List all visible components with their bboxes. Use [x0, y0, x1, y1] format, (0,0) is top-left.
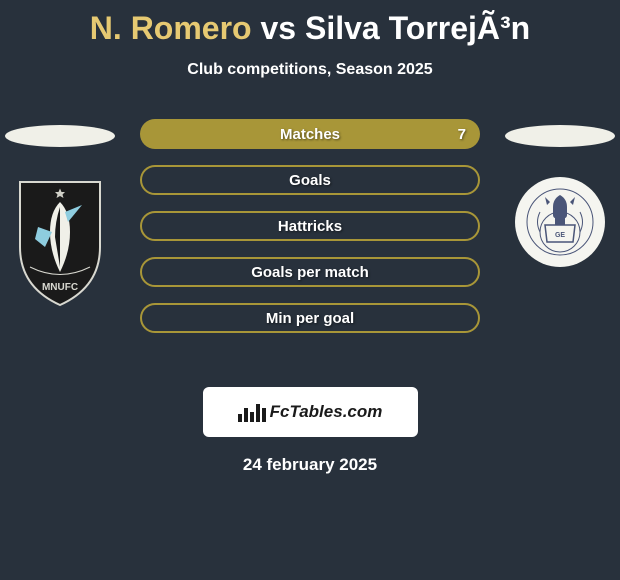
vs-text: vs: [260, 10, 296, 46]
stat-label-gpm: Goals per match: [251, 264, 369, 281]
date-text: 24 february 2025: [0, 455, 620, 475]
stat-bar-hattricks: Hattricks: [140, 211, 480, 241]
stat-label-matches: Matches: [280, 126, 340, 143]
left-oval-decoration: [5, 125, 115, 147]
bar-chart-icon: [238, 402, 266, 422]
player1-name: N. Romero: [90, 10, 252, 46]
svg-text:MNUFC: MNUFC: [42, 282, 78, 293]
right-oval-decoration: [505, 125, 615, 147]
stat-bar-goals: Goals: [140, 165, 480, 195]
fc-part: Fc: [270, 402, 290, 421]
left-club-area: MNUFC: [0, 119, 120, 307]
stat-label-goals: Goals: [289, 172, 331, 189]
fctables-badge[interactable]: FcTables.com: [203, 387, 418, 437]
stat-bar-gpm: Goals per match: [140, 257, 480, 287]
comparison-title: N. Romero vs Silva TorrejÃ³n: [0, 0, 620, 47]
fctables-brand-text: FcTables.com: [270, 402, 383, 422]
right-club-area: GE: [500, 119, 620, 267]
subtitle: Club competitions, Season 2025: [0, 61, 620, 79]
player2-name: Silva TorrejÃ³n: [305, 10, 530, 46]
stat-label-mpg: Min per goal: [266, 310, 354, 327]
stats-column: Matches 7 Goals Hattricks Goals per matc…: [140, 119, 480, 349]
svg-text:GE: GE: [555, 232, 565, 239]
stat-bar-mpg: Min per goal: [140, 303, 480, 333]
stat-bar-matches: Matches 7: [140, 119, 480, 149]
mnufc-logo: MNUFC: [10, 177, 110, 307]
stat-label-hattricks: Hattricks: [278, 218, 342, 235]
main-comparison-area: MNUFC GE Matches 7 Goals: [0, 119, 620, 359]
tables-part: Tables.com: [289, 402, 382, 421]
gimnasia-logo: GE: [515, 177, 605, 267]
stat-value-matches-right: 7: [458, 126, 466, 143]
